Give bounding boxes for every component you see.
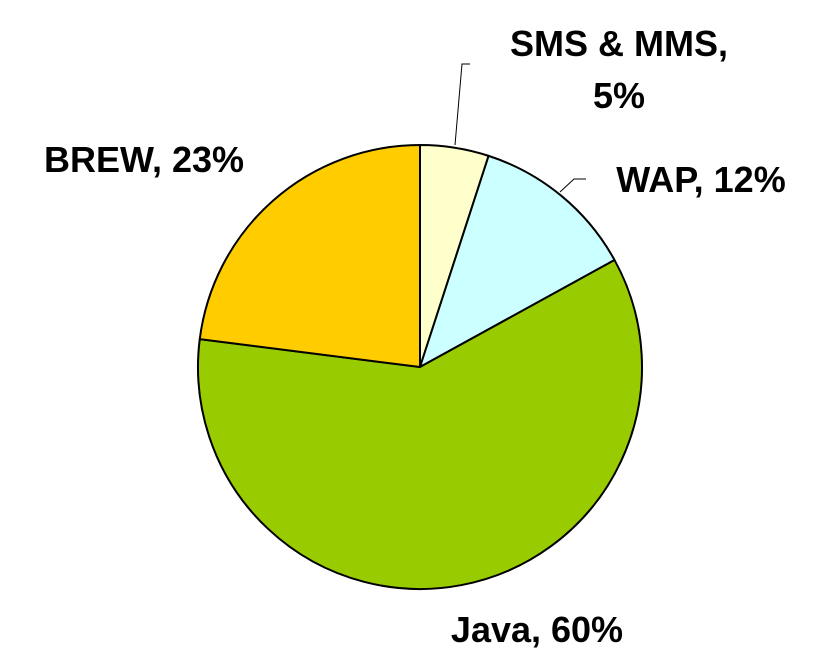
pie-slice [198,144,421,368]
pie-slice [419,154,616,368]
slice-label: BREW, 23% [43,139,245,180]
slice-label: SMS & MMS, 5% [509,23,728,116]
pie-slice [197,259,643,590]
leader-line [454,63,470,146]
slice-label: Java, 60% [450,609,624,650]
slice-label: WAP, 12% [616,159,786,200]
leader-line [559,178,586,193]
